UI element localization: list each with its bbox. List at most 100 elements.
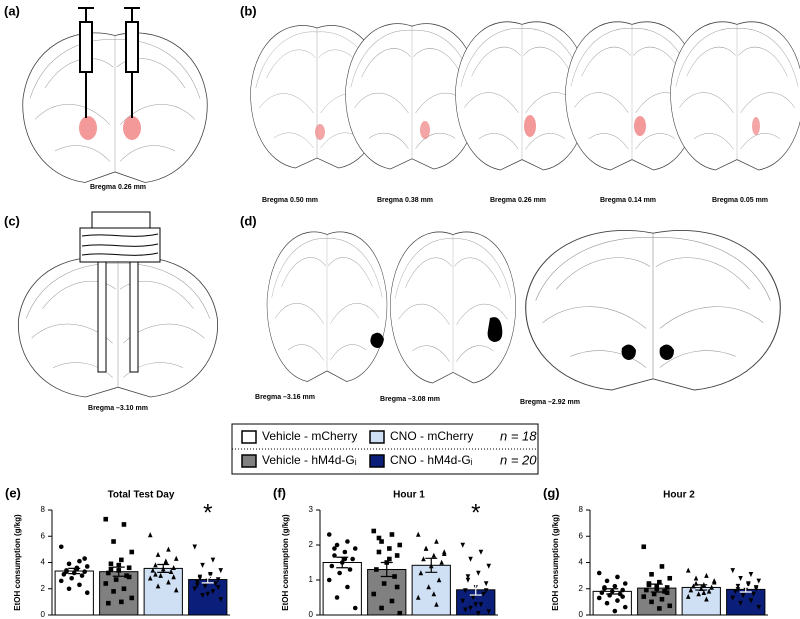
data-point — [664, 590, 670, 595]
data-point — [192, 544, 198, 550]
data-point — [69, 575, 74, 581]
data-point — [733, 589, 738, 595]
data-point — [147, 532, 153, 538]
data-point — [129, 549, 135, 555]
bregma-label: Bregma –3.08 mm — [380, 396, 440, 403]
data-point — [596, 570, 602, 576]
data-point — [126, 565, 132, 571]
panel-label: (d) — [240, 213, 257, 228]
data-point — [168, 568, 174, 574]
data-point — [649, 572, 654, 577]
data-point — [326, 577, 332, 583]
data-point — [371, 528, 377, 534]
data-point — [334, 595, 340, 600]
data-point — [735, 583, 741, 589]
data-point — [332, 553, 337, 558]
y-tick-label: 2 — [41, 584, 46, 593]
data-point — [641, 594, 647, 599]
data-point — [111, 539, 116, 544]
data-point — [756, 578, 762, 584]
data-point — [463, 607, 468, 613]
y-tick-label: 6 — [41, 531, 46, 540]
data-point — [418, 570, 424, 576]
cannula — [79, 211, 161, 373]
data-point — [423, 545, 429, 551]
data-point — [153, 562, 158, 568]
data-point — [371, 591, 377, 597]
y-tick-label: 0 — [41, 610, 46, 619]
data-point — [740, 593, 746, 599]
data-point — [153, 571, 158, 577]
data-point — [387, 546, 392, 551]
chart-title: Hour 2 — [663, 490, 695, 501]
data-point — [337, 570, 342, 576]
y-tick-label: 8 — [579, 505, 584, 514]
brain-section — [389, 231, 517, 384]
data-point — [210, 557, 216, 563]
y-tick-label: 0 — [579, 610, 584, 619]
injection-site — [752, 117, 760, 135]
brain-section — [22, 32, 208, 183]
data-point — [746, 582, 751, 588]
data-point — [748, 598, 754, 604]
data-point — [641, 544, 647, 550]
y-tick-label: 2 — [579, 584, 584, 593]
data-point — [129, 595, 135, 601]
legend-label: Vehicle - hM4d-Gᵢ — [262, 453, 357, 467]
panel-label: (e) — [5, 485, 21, 500]
data-point — [486, 563, 492, 569]
data-point — [332, 546, 337, 551]
legend-label: Vehicle - mCherry — [262, 429, 357, 443]
lesion — [621, 344, 674, 360]
data-point — [431, 591, 437, 597]
panel-label: (b) — [240, 3, 257, 18]
data-point — [376, 549, 382, 555]
bar — [726, 588, 766, 616]
data-point — [103, 581, 109, 586]
data-point — [326, 532, 332, 537]
bregma-label: Bregma 0.05 mm — [712, 197, 768, 204]
data-point — [685, 593, 691, 599]
data-point — [64, 569, 69, 574]
data-point — [646, 581, 652, 586]
data-point — [394, 553, 400, 558]
data-point — [82, 569, 87, 574]
data-point — [463, 588, 468, 594]
data-point — [77, 582, 82, 588]
data-point — [345, 539, 350, 544]
chart-title: Hour 1 — [393, 490, 425, 501]
data-point — [173, 587, 179, 593]
bar — [592, 590, 632, 616]
data-point — [706, 588, 712, 594]
brain-section — [670, 21, 800, 171]
legend-swatch — [241, 430, 257, 444]
y-tick-label: 2 — [309, 540, 314, 549]
bar — [637, 587, 677, 616]
data-point — [434, 601, 439, 607]
data-point — [126, 574, 132, 580]
data-point — [483, 588, 489, 594]
error-bar — [606, 588, 619, 595]
data-point — [735, 587, 741, 593]
data-point — [119, 599, 124, 605]
data-point — [387, 556, 392, 562]
brain-section — [17, 256, 219, 398]
data-point — [434, 538, 439, 544]
data-point — [622, 581, 628, 586]
data-point — [441, 550, 447, 557]
data-point — [470, 595, 476, 601]
data-point — [696, 591, 701, 597]
data-point — [465, 577, 471, 583]
data-point — [389, 532, 395, 537]
data-point — [730, 568, 736, 574]
data-point — [155, 551, 161, 557]
data-point — [711, 578, 717, 584]
data-point — [155, 583, 161, 589]
data-point — [79, 573, 85, 578]
data-point — [622, 604, 628, 610]
data-point — [473, 602, 479, 608]
data-point — [108, 561, 114, 567]
error-bar — [157, 563, 170, 573]
injection-site — [79, 116, 97, 140]
